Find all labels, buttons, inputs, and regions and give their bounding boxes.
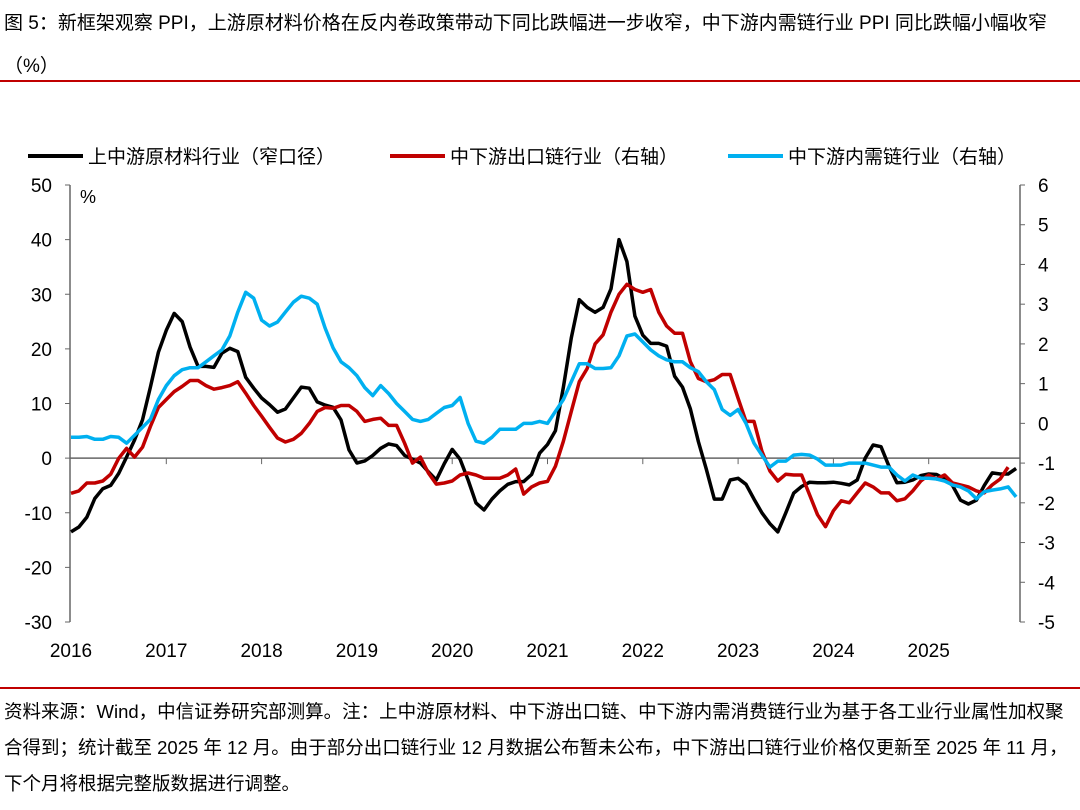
x-tick-label: 2020 xyxy=(431,641,473,662)
left-tick-label: 40 xyxy=(31,231,52,252)
x-tick-label: 2017 xyxy=(145,641,187,662)
right-tick-label: 4 xyxy=(1038,255,1049,276)
right-tick-label: 1 xyxy=(1038,375,1049,396)
left-tick-label: 20 xyxy=(31,340,52,361)
title-divider xyxy=(0,80,1080,82)
x-tick-label: 2021 xyxy=(526,641,568,662)
right-tick-label: 3 xyxy=(1038,295,1049,316)
right-tick-label: -2 xyxy=(1038,494,1055,515)
source-note: 资料来源：Wind，中信证券研究部测算。注：上中游原材料、中下游出口链、中下游内… xyxy=(4,701,1068,794)
right-tick-label: 2 xyxy=(1038,335,1049,356)
left-tick-label: 10 xyxy=(31,395,52,416)
right-tick-label: -4 xyxy=(1038,573,1055,594)
left-tick-label: -20 xyxy=(25,558,52,579)
x-tick-label: 2016 xyxy=(50,641,92,662)
series-line-1 xyxy=(70,282,1010,529)
x-tick-label: 2024 xyxy=(812,641,855,662)
legend-label-1: 中下游出口链行业（右轴） xyxy=(450,146,678,168)
right-tick-label: -3 xyxy=(1038,534,1055,555)
series-line-2 xyxy=(71,290,1018,501)
right-tick-label: -5 xyxy=(1038,613,1055,634)
series-line-0 xyxy=(70,237,1018,534)
left-tick-label: -30 xyxy=(25,613,52,634)
right-tick-label: 0 xyxy=(1038,414,1049,435)
axes: 50403020100-10-20-306543210-1-2-3-4-5201… xyxy=(25,176,1056,662)
x-tick-label: 2019 xyxy=(336,641,378,662)
x-tick-label: 2023 xyxy=(717,641,759,662)
legend-label-0: 上中游原材料行业（窄口径） xyxy=(88,146,335,168)
left-tick-label: 50 xyxy=(31,176,52,197)
source-divider xyxy=(0,687,1080,689)
figure-title: 图 5：新框架观察 PPI，上游原材料价格在反内卷政策带动下同比跌幅进一步收窄，… xyxy=(4,13,1047,77)
left-tick-label: 0 xyxy=(41,449,52,470)
left-tick-label: 30 xyxy=(31,285,52,306)
legend: 上中游原材料行业（窄口径） 中下游出口链行业（右轴） 中下游内需链行业（右轴） xyxy=(28,146,1016,168)
series-lines xyxy=(70,237,1018,534)
right-tick-label: 6 xyxy=(1038,176,1049,197)
left-tick-label: -10 xyxy=(25,504,52,525)
line-chart: 上中游原材料行业（窄口径） 中下游出口链行业（右轴） 中下游内需链行业（右轴） 50… xyxy=(25,146,1056,662)
right-tick-label: 5 xyxy=(1038,216,1049,237)
left-axis-unit: % xyxy=(80,187,96,207)
right-tick-label: -1 xyxy=(1038,454,1055,475)
legend-label-2: 中下游内需链行业（右轴） xyxy=(788,146,1016,168)
x-tick-label: 2022 xyxy=(622,641,664,662)
x-tick-label: 2025 xyxy=(908,641,950,662)
x-tick-label: 2018 xyxy=(240,641,282,662)
